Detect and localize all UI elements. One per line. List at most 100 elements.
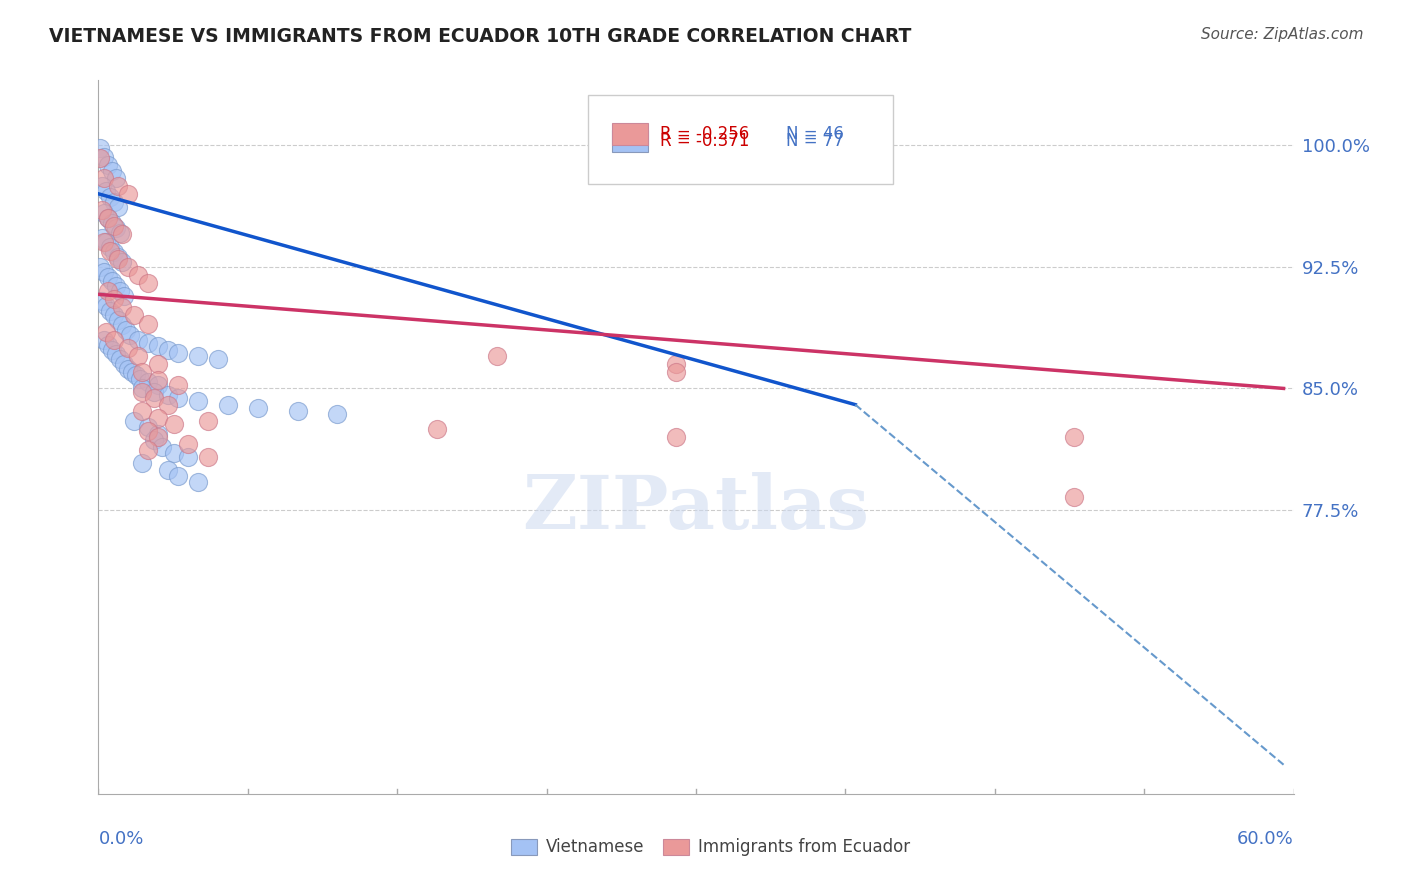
- Point: [167, 378, 190, 392]
- Point: [96, 325, 118, 339]
- Point: [107, 313, 129, 327]
- Point: [136, 424, 159, 438]
- Point: [97, 158, 120, 172]
- Point: [177, 436, 200, 450]
- Point: [96, 235, 118, 250]
- Point: [131, 404, 153, 418]
- Point: [98, 303, 122, 318]
- Text: VIETNAMESE VS IMMIGRANTS FROM ECUADOR 10TH GRADE CORRELATION CHART: VIETNAMESE VS IMMIGRANTS FROM ECUADOR 10…: [49, 27, 911, 45]
- Point: [163, 446, 186, 460]
- Point: [97, 269, 120, 284]
- Point: [93, 265, 115, 279]
- Point: [217, 398, 239, 412]
- Point: [98, 240, 122, 254]
- Point: [136, 443, 159, 458]
- Point: [187, 475, 209, 490]
- Point: [93, 206, 115, 220]
- Bar: [613, 123, 648, 145]
- Point: [665, 365, 688, 379]
- Point: [148, 430, 170, 444]
- Point: [110, 284, 132, 298]
- Point: [111, 255, 134, 269]
- Point: [103, 292, 125, 306]
- Point: [125, 368, 148, 383]
- Point: [1063, 430, 1085, 444]
- Point: [96, 184, 118, 198]
- Point: [143, 384, 166, 399]
- Point: [136, 375, 159, 389]
- Point: [136, 276, 159, 290]
- Point: [89, 260, 111, 274]
- Point: [91, 230, 114, 244]
- Point: [93, 333, 115, 347]
- Point: [131, 456, 153, 470]
- Point: [246, 401, 269, 415]
- Point: [101, 164, 124, 178]
- Point: [167, 469, 190, 483]
- Point: [93, 170, 115, 185]
- Point: [485, 349, 508, 363]
- Point: [97, 211, 120, 226]
- FancyBboxPatch shape: [589, 95, 893, 184]
- Point: [107, 252, 129, 266]
- Point: [131, 365, 153, 379]
- Point: [131, 384, 153, 399]
- Point: [124, 414, 146, 428]
- Point: [163, 417, 186, 431]
- Point: [148, 378, 170, 392]
- Point: [105, 279, 128, 293]
- Point: [426, 422, 449, 436]
- Text: Vietnamese: Vietnamese: [546, 838, 644, 855]
- Point: [143, 434, 166, 448]
- Point: [148, 410, 170, 425]
- Point: [103, 309, 125, 323]
- Point: [117, 341, 139, 355]
- Point: [112, 357, 135, 371]
- Point: [187, 349, 209, 363]
- Point: [136, 336, 159, 351]
- Point: [103, 219, 125, 234]
- Point: [177, 450, 200, 464]
- Text: Source: ZipAtlas.com: Source: ZipAtlas.com: [1201, 27, 1364, 42]
- Text: N = 77: N = 77: [786, 132, 844, 150]
- Text: ZIPatlas: ZIPatlas: [523, 472, 869, 545]
- Point: [197, 450, 219, 464]
- Point: [110, 226, 132, 240]
- Point: [91, 178, 114, 193]
- Text: 60.0%: 60.0%: [1237, 830, 1294, 847]
- Point: [111, 318, 134, 333]
- Point: [101, 274, 124, 288]
- Point: [136, 317, 159, 331]
- Point: [97, 211, 120, 226]
- Point: [107, 178, 129, 193]
- Point: [148, 339, 170, 353]
- Point: [124, 309, 146, 323]
- Point: [287, 404, 309, 418]
- Point: [89, 151, 111, 165]
- Point: [665, 430, 688, 444]
- Point: [93, 149, 115, 163]
- Point: [150, 440, 173, 454]
- Point: [105, 170, 128, 185]
- Point: [103, 333, 125, 347]
- Point: [101, 343, 124, 357]
- Point: [121, 365, 143, 379]
- Point: [111, 227, 134, 242]
- Text: R = -0.371: R = -0.371: [661, 132, 749, 150]
- Text: 0.0%: 0.0%: [98, 830, 143, 847]
- Point: [89, 141, 111, 155]
- Point: [91, 202, 114, 217]
- Point: [665, 357, 688, 371]
- Point: [207, 352, 229, 367]
- Point: [105, 347, 128, 361]
- Point: [131, 381, 153, 395]
- Point: [107, 250, 129, 264]
- Text: N = 46: N = 46: [786, 125, 844, 143]
- Point: [157, 388, 180, 402]
- Point: [167, 391, 190, 405]
- Bar: [662, 838, 689, 855]
- Point: [103, 245, 125, 260]
- Point: [98, 190, 122, 204]
- Point: [129, 372, 152, 386]
- Point: [120, 327, 142, 342]
